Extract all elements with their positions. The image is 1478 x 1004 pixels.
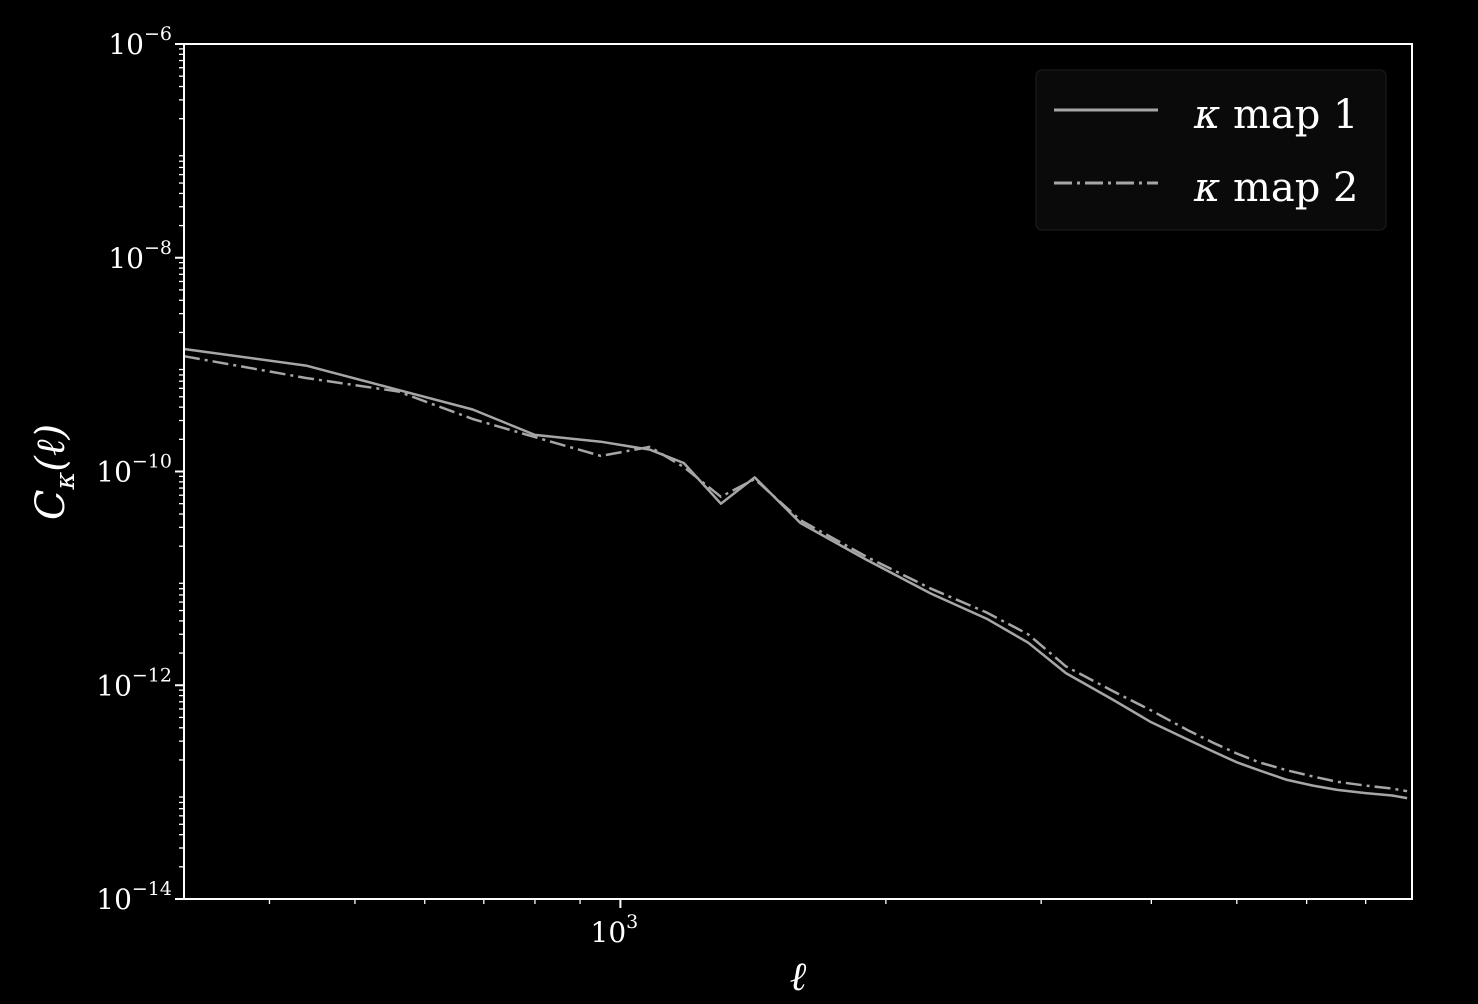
y-axis-label: Cκ(ℓ) xyxy=(28,424,81,520)
y-tick-label: 10−12 xyxy=(96,664,172,702)
series-line-map-1 xyxy=(183,347,1408,800)
y-tick-label-exponent: −8 xyxy=(144,237,172,259)
y-axis-label-subscript: κ xyxy=(50,471,81,490)
x-tick-label-base: 10 xyxy=(591,916,627,949)
y-axis-label-argument: (ℓ) xyxy=(28,424,74,472)
y-tick-label-exponent: −6 xyxy=(144,23,172,45)
y-tick-label-exponent: −14 xyxy=(132,878,172,900)
legend: κ map 1 κ map 2 xyxy=(1035,69,1387,231)
y-tick-label-exponent: −12 xyxy=(132,664,172,686)
y-axis-label-main: C xyxy=(28,489,74,520)
y-tick-label: 10−14 xyxy=(96,878,172,916)
legend-label-map-1: κ map 1 xyxy=(1193,92,1359,138)
series-layer xyxy=(183,347,1408,800)
y-tick-label-exponent: −10 xyxy=(132,451,172,473)
y-tick-label-base: 10 xyxy=(96,883,132,916)
y-tick-label-base: 10 xyxy=(96,669,132,702)
y-tick-label: 10−10 xyxy=(96,451,172,489)
legend-label-map-2: κ map 2 xyxy=(1193,165,1359,211)
y-tick-label-base: 10 xyxy=(96,456,132,489)
x-tick-label-exponent: 3 xyxy=(626,911,638,933)
y-tick-label: 10−8 xyxy=(108,237,172,275)
legend-text-map-1: map 1 xyxy=(1220,92,1358,138)
x-tick-label: 103 xyxy=(591,911,639,949)
legend-text-map-2: map 2 xyxy=(1220,165,1358,211)
plot-frame xyxy=(183,43,1413,900)
x-axis-label: ℓ xyxy=(790,954,807,1000)
legend-symbol-map-2: κ xyxy=(1193,165,1220,211)
y-tick-label: 10−6 xyxy=(108,23,172,61)
legend-symbol-map-1: κ xyxy=(1193,92,1220,138)
series-line-map-2 xyxy=(183,354,1408,793)
y-tick-label-base: 10 xyxy=(108,242,144,275)
y-tick-label-base: 10 xyxy=(108,28,144,61)
